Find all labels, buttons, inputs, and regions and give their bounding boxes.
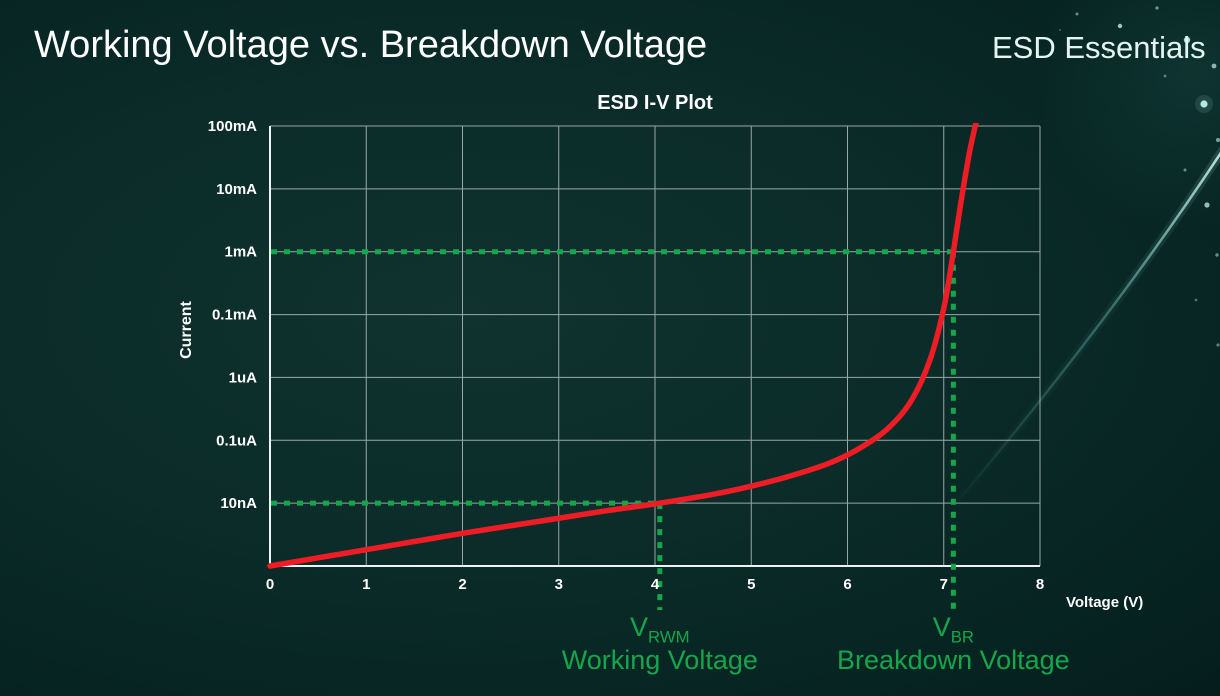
vbr-symbol: V bbox=[932, 612, 951, 642]
particle-dots bbox=[1059, 6, 1220, 347]
vbr-caption: Breakdown Voltage bbox=[837, 645, 1070, 675]
brand-watermark: ESD Essentials bbox=[992, 30, 1206, 65]
x-axis-label: Voltage (V) bbox=[1066, 594, 1144, 611]
x-tick-label: 6 bbox=[843, 576, 851, 593]
vrwm-caption: Working Voltage bbox=[561, 645, 758, 675]
y-axis-tick-labels: 100mA 10mA 1mA 0.1mA 1uA 0.1uA 10nA bbox=[208, 118, 257, 512]
y-tick-label: 1uA bbox=[229, 369, 258, 386]
x-tick-label: 1 bbox=[362, 576, 370, 593]
y-tick-label: 100mA bbox=[208, 118, 257, 135]
x-tick-label: 5 bbox=[747, 576, 755, 593]
vbr-subscript: BR bbox=[950, 627, 975, 647]
x-tick-label: 8 bbox=[1036, 576, 1044, 593]
x-tick-label: 0 bbox=[266, 576, 274, 593]
swoosh-curve bbox=[951, 151, 1220, 509]
x-tick-label: 2 bbox=[458, 576, 466, 593]
y-tick-label: 1mA bbox=[224, 244, 257, 261]
x-tick-label: 7 bbox=[940, 576, 948, 593]
marker-lines bbox=[271, 249, 956, 610]
y-tick-label: 0.1uA bbox=[216, 432, 257, 449]
y-tick-label: 10mA bbox=[216, 181, 257, 198]
x-tick-label: 4 bbox=[651, 576, 660, 593]
y-tick-label: 10nA bbox=[220, 495, 257, 512]
corner-glow bbox=[1035, 0, 1220, 230]
vrwm-subscript: RWM bbox=[648, 627, 690, 647]
chart-title: ESD I-V Plot bbox=[597, 92, 713, 114]
vrwm-label: VRWM bbox=[630, 612, 690, 647]
vbr-label: VBR bbox=[933, 612, 974, 647]
grid-lines bbox=[269, 125, 1041, 567]
axis-lines bbox=[269, 126, 1040, 567]
vrwm-symbol: V bbox=[630, 612, 649, 642]
x-axis-tick-labels: 0 1 2 3 4 5 6 7 8 bbox=[266, 576, 1044, 593]
x-tick-label: 3 bbox=[555, 576, 563, 593]
page-title: Working Voltage vs. Breakdown Voltage bbox=[34, 24, 708, 66]
iv-curve bbox=[267, 123, 979, 569]
y-tick-label: 0.1mA bbox=[212, 307, 257, 324]
